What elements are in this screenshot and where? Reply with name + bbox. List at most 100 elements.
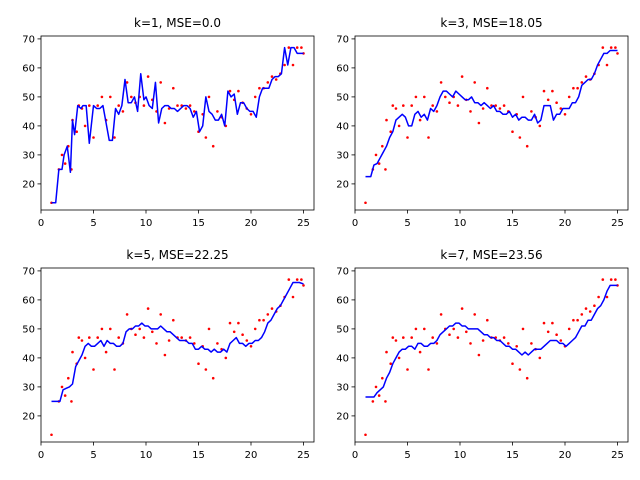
- subplot-title: k=5, MSE=22.25: [126, 248, 228, 262]
- data-point: [207, 95, 211, 99]
- data-point: [584, 75, 588, 78]
- data-point: [245, 339, 249, 342]
- data-point: [283, 63, 286, 67]
- subplot-title: k=1, MSE=0.0: [134, 16, 221, 30]
- data-point: [371, 400, 375, 403]
- data-point: [609, 46, 613, 49]
- data-point: [410, 104, 414, 107]
- data-point: [469, 110, 472, 113]
- data-point: [448, 101, 451, 104]
- data-point: [580, 81, 584, 84]
- data-point: [418, 118, 422, 122]
- data-point: [207, 327, 211, 331]
- data-point: [551, 89, 554, 93]
- data-point: [142, 336, 146, 339]
- x-tick-label: 10: [454, 218, 467, 229]
- data-point: [486, 318, 489, 322]
- data-point: [511, 362, 514, 366]
- x-tick-label: 0: [352, 218, 358, 229]
- data-point: [172, 86, 175, 90]
- data-point: [104, 350, 108, 354]
- x-tick-label: 10: [454, 450, 467, 461]
- data-point: [572, 86, 575, 90]
- data-point: [418, 350, 422, 354]
- data-point: [605, 63, 609, 67]
- data-point: [60, 153, 64, 157]
- data-point: [414, 327, 418, 331]
- data-point: [567, 327, 571, 331]
- data-point: [593, 304, 596, 308]
- data-point: [241, 333, 244, 337]
- data-point: [253, 327, 257, 331]
- data-point: [211, 144, 215, 148]
- data-point: [96, 104, 99, 107]
- x-tick-label: 20: [559, 450, 572, 461]
- y-tick-label: 30: [22, 382, 35, 393]
- data-point: [580, 313, 584, 316]
- y-tick-label: 70: [22, 34, 35, 45]
- data-point: [410, 336, 414, 339]
- y-tick-label: 40: [336, 121, 349, 132]
- axes-frame: [354, 35, 629, 211]
- data-point: [555, 333, 558, 337]
- x-tick-label: 20: [245, 450, 258, 461]
- data-point: [609, 278, 613, 281]
- x-tick-label: 20: [245, 218, 258, 229]
- data-point: [494, 104, 498, 107]
- data-point: [180, 336, 183, 339]
- data-point: [555, 101, 558, 104]
- x-tick-label: 25: [611, 218, 624, 229]
- data-point: [96, 336, 99, 339]
- data-point: [572, 318, 575, 322]
- data-point: [473, 313, 477, 316]
- x-tick-label: 0: [38, 450, 44, 461]
- data-point: [253, 95, 257, 99]
- data-point: [460, 75, 464, 78]
- data-point: [125, 313, 129, 316]
- data-point: [515, 345, 518, 348]
- data-point: [406, 136, 409, 139]
- data-point: [117, 336, 120, 339]
- y-tick-label: 60: [336, 63, 349, 74]
- data-point: [216, 342, 219, 345]
- data-point: [266, 313, 270, 316]
- data-point: [113, 136, 116, 139]
- data-point: [295, 46, 299, 49]
- data-point: [616, 52, 619, 55]
- y-tick-label: 30: [22, 150, 35, 161]
- data-point: [486, 86, 489, 90]
- data-point: [521, 327, 525, 331]
- data-point: [249, 345, 253, 348]
- data-point: [614, 46, 617, 49]
- data-point: [302, 284, 305, 287]
- data-point: [518, 368, 522, 371]
- data-point: [530, 342, 533, 345]
- data-point: [83, 124, 87, 128]
- data-point: [63, 394, 67, 397]
- data-point: [100, 95, 104, 99]
- x-tick-label: 15: [192, 218, 205, 229]
- subplot-k1: k=1, MSE=0.0 0 5 10 15 20 25 20 30 40 50 60 70: [22, 16, 315, 229]
- subplot-title: k=3, MSE=18.05: [440, 16, 542, 30]
- data-point: [291, 63, 295, 67]
- data-point: [228, 89, 232, 93]
- data-point: [117, 104, 120, 107]
- data-point: [134, 333, 137, 337]
- y-tick-label: 20: [336, 179, 349, 190]
- data-point: [525, 144, 529, 148]
- data-point: [402, 336, 405, 339]
- data-point: [109, 95, 112, 99]
- y-tick-label: 20: [22, 411, 35, 422]
- data-point: [584, 307, 588, 310]
- data-point: [295, 278, 299, 281]
- knn-fit-line: [365, 284, 618, 398]
- y-tick-label: 20: [336, 411, 349, 422]
- data-point: [597, 295, 600, 299]
- data-point: [163, 121, 167, 125]
- data-point: [274, 78, 278, 81]
- data-point: [397, 124, 401, 128]
- data-point: [381, 144, 384, 148]
- data-point: [538, 356, 542, 360]
- data-point: [88, 104, 91, 107]
